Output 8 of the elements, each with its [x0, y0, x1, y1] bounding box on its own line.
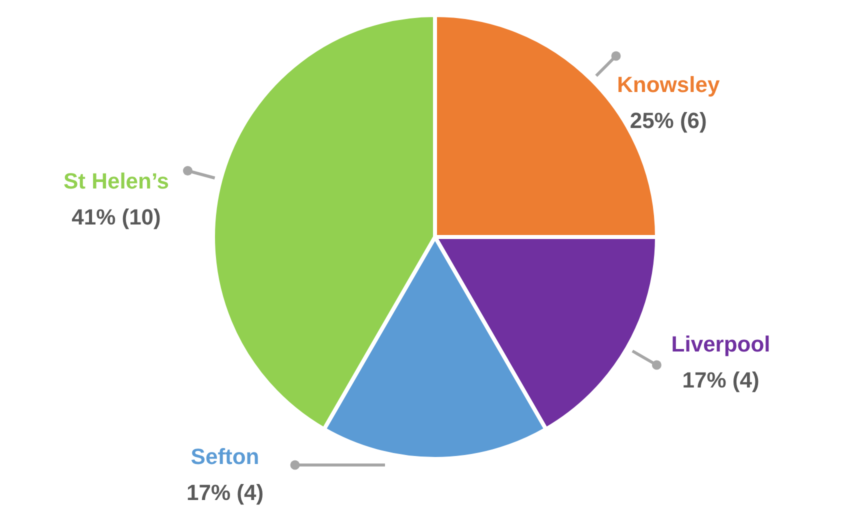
slice-label: St Helen’s: [63, 168, 170, 194]
slice-label: Liverpool: [671, 332, 770, 356]
data-label: 41% (10): [72, 204, 161, 230]
slice-label: Knowsley: [616, 72, 720, 97]
slice-label: Sefton: [190, 444, 260, 469]
data-label: 17% (4): [186, 480, 264, 505]
data-label: 25% (6): [630, 108, 707, 133]
data-label: 17% (4): [682, 368, 760, 392]
